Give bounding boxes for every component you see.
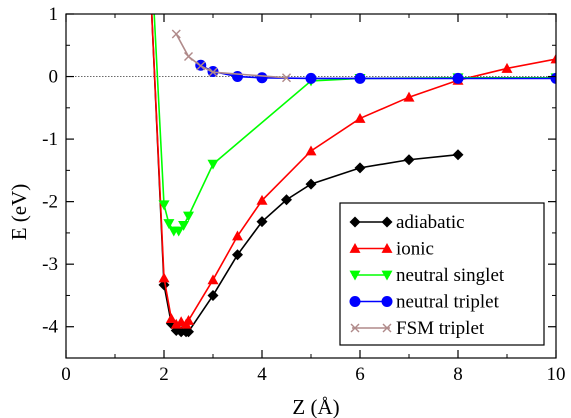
legend-item: adiabatic: [349, 212, 465, 233]
data-point: [163, 219, 175, 230]
x-tick-label: 2: [159, 364, 169, 385]
legend-label: neutral singlet: [396, 265, 505, 286]
legend-label: FSM triplet: [396, 318, 485, 339]
data-point: [501, 62, 513, 73]
data-point: [256, 194, 268, 205]
legend-swatch-marker: [349, 296, 361, 307]
legend-swatch-marker: [349, 216, 361, 228]
data-point: [354, 112, 366, 123]
data-point: [354, 72, 366, 84]
data-point: [158, 200, 170, 211]
y-tick-label: -2: [42, 192, 58, 213]
x-tick-label: 0: [61, 364, 71, 385]
y-axis-label: E (eV): [7, 184, 31, 241]
data-point: [550, 53, 556, 64]
data-point: [305, 178, 317, 190]
data-point: [550, 72, 556, 84]
legend-swatch-marker: [349, 270, 361, 281]
data-point: [183, 211, 194, 222]
data-point: [207, 274, 219, 285]
legend-swatch-marker: [381, 243, 393, 253]
legend-swatch-marker: [349, 243, 361, 253]
data-point: [354, 162, 366, 174]
data-point: [183, 314, 194, 325]
data-point: [452, 72, 464, 84]
data-point: [281, 194, 292, 206]
data-point: [403, 154, 415, 166]
legend-box: [339, 202, 545, 346]
legend-item: neutral singlet: [349, 265, 505, 286]
y-tick-label: -3: [42, 254, 58, 275]
data-point: [178, 221, 190, 231]
series-line: [175, 33, 287, 79]
x-tick-label: 10: [547, 364, 566, 385]
legend-item: ionic: [349, 239, 434, 260]
data-point: [256, 216, 268, 228]
legend-swatch-marker: [381, 270, 393, 281]
data-point: [184, 52, 193, 62]
legend-swatch-marker: [381, 296, 393, 307]
data-point: [403, 91, 415, 102]
x-tick-label: 8: [453, 364, 463, 385]
x-axis-label: Z (Å): [292, 395, 339, 418]
data-point: [452, 149, 464, 161]
data-point: [208, 67, 218, 77]
data-point: [256, 72, 268, 84]
legend-item: neutral triplet: [349, 292, 500, 313]
legend-label: ionic: [396, 239, 434, 260]
legend: adiabatic ionic neutral singlet neutral tri…: [339, 202, 545, 346]
x-tick-label: 4: [257, 364, 267, 385]
legend-swatch-marker: [381, 216, 393, 228]
legend-label: adiabatic: [396, 212, 465, 233]
data-point: [158, 272, 170, 283]
data-point: [305, 145, 317, 156]
legend-label: neutral triplet: [396, 292, 500, 313]
data-point: [171, 29, 181, 39]
data-point: [232, 230, 243, 241]
data-point: [183, 326, 194, 338]
x-tick-label: 6: [355, 364, 365, 385]
data-point: [196, 61, 206, 71]
data-point: [170, 318, 182, 329]
data-point: [305, 72, 317, 84]
series-layer: [150, 14, 556, 338]
data-point: [173, 226, 185, 237]
y-tick-label: -4: [42, 317, 58, 338]
series-FSM-triplet: [171, 29, 291, 83]
data-point: [232, 249, 243, 261]
data-point: [207, 159, 219, 170]
y-tick-label: 0: [49, 67, 59, 88]
legend-swatch-marker: [350, 323, 360, 333]
y-tick-label: -1: [42, 129, 58, 150]
data-point: [282, 73, 291, 83]
data-point: [207, 289, 219, 301]
data-point: [165, 313, 177, 323]
legend-item: FSM triplet: [350, 318, 485, 339]
legend-swatch-marker: [382, 323, 392, 333]
y-tick-label: 1: [49, 4, 59, 25]
data-point: [232, 71, 243, 83]
